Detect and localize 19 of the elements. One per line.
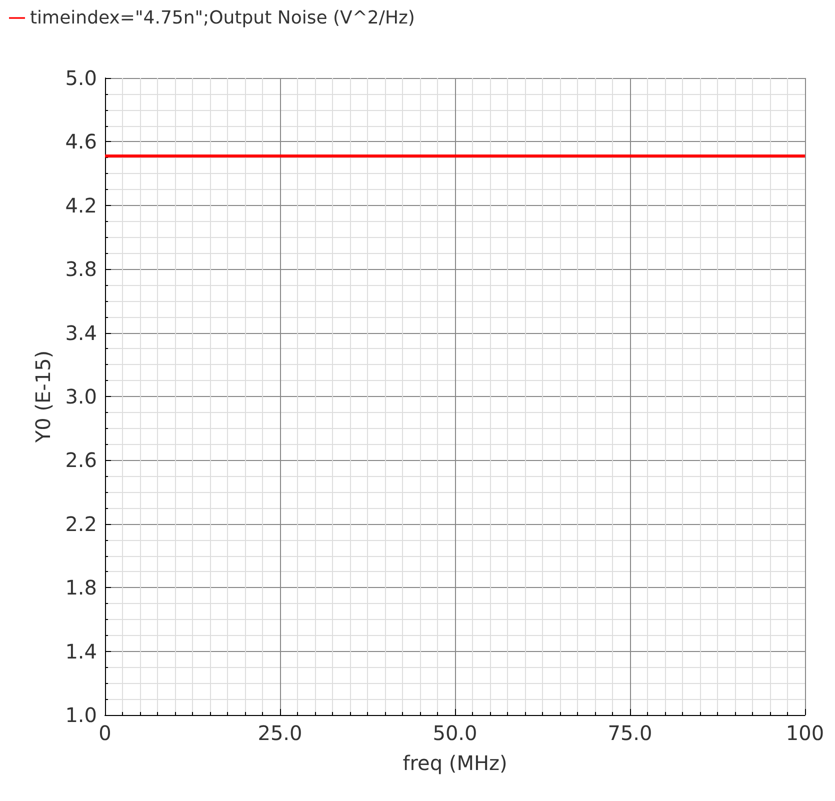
x-tick-label: 50.0 bbox=[432, 721, 478, 745]
x-tick-label: 75.0 bbox=[608, 721, 652, 745]
y-tick-label: 1.0 bbox=[65, 703, 97, 727]
legend-label: timeindex="4.75n";Output Noise (V^2/Hz) bbox=[30, 8, 415, 28]
x-tick-label: 25.0 bbox=[258, 721, 302, 745]
y-tick-label: 4.2 bbox=[65, 193, 97, 218]
y-tick-label: 4.6 bbox=[65, 130, 97, 154]
y-tick-label: 1.4 bbox=[65, 639, 97, 664]
y-tick-label: 3.4 bbox=[65, 320, 97, 345]
x-axis-title: freq (MHz) bbox=[402, 751, 508, 775]
y-axis-title: Y0 (E-15) bbox=[31, 350, 55, 444]
x-tick-label: 0 bbox=[98, 721, 112, 745]
y-tick-label: 3.0 bbox=[65, 384, 97, 408]
y-tick-label: 3.8 bbox=[65, 257, 97, 282]
y-tick-label: 5.0 bbox=[65, 66, 97, 90]
y-tick-label: 2.2 bbox=[65, 512, 97, 536]
y-tick-label: 1.8 bbox=[65, 576, 97, 600]
y-tick-label: 2.6 bbox=[65, 448, 97, 472]
x-tick-label: 100 bbox=[786, 721, 824, 745]
